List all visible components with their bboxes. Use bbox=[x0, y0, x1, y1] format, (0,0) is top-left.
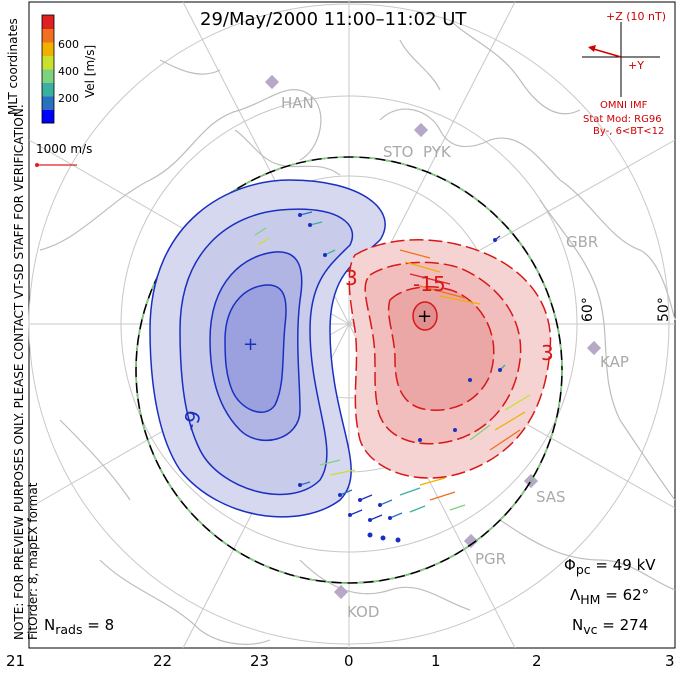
imf-clock bbox=[582, 22, 660, 97]
latitude-label-60: 60° bbox=[580, 297, 596, 322]
colorbar-segment bbox=[42, 96, 54, 110]
preview-note-line1: NOTE: FOR PREVIEW PURPOSES ONLY. PLEASE … bbox=[12, 104, 26, 640]
coordinates-label: MLT coordinates bbox=[6, 18, 20, 115]
colorbar-segment bbox=[42, 55, 54, 70]
colorbar-tick-600: 600 bbox=[58, 38, 79, 51]
colorbar-segment bbox=[42, 82, 54, 97]
vector-scale-label: 1000 m/s bbox=[36, 142, 93, 156]
colorbar-tick-400: 400 bbox=[58, 65, 79, 78]
fit-order-note: FitOrder: 8, mapEX format bbox=[26, 482, 40, 640]
colorbar-label: Vel [m/s] bbox=[83, 44, 97, 98]
nvc-subscript: vc bbox=[583, 622, 598, 637]
radar-pgr: PGR bbox=[475, 550, 507, 568]
phi-value: = 49 kV bbox=[595, 556, 656, 574]
imf-source: OMNI IMF bbox=[600, 100, 648, 111]
svg-text:+: + bbox=[417, 306, 432, 327]
mlt-1: 1 bbox=[431, 652, 441, 670]
nrads-symbol: N bbox=[44, 616, 56, 634]
mlt-22: 22 bbox=[153, 652, 173, 670]
hm-boundary-vectors bbox=[135, 156, 563, 584]
map-title: 29/May/2000 11:00–11:02 UT bbox=[200, 9, 467, 30]
phi-symbol: Φ bbox=[564, 556, 576, 574]
contour-label-3: -15 bbox=[413, 272, 446, 296]
latitude-label-50: 50° bbox=[656, 297, 672, 322]
plot-frame bbox=[28, 1, 676, 649]
mlt-2: 2 bbox=[532, 652, 542, 670]
radar-gbr: GBR bbox=[566, 233, 599, 251]
mlt-3: 3 bbox=[665, 652, 675, 670]
nrads-value: = 8 bbox=[87, 616, 115, 634]
vector-origins bbox=[298, 213, 502, 543]
preview-note: NOTE: FOR PREVIEW PURPOSES ONLY. PLEASE … bbox=[12, 104, 40, 640]
mlt-23: 23 bbox=[250, 652, 270, 670]
mlt-21: 21 bbox=[6, 652, 26, 670]
colorbar-segment bbox=[42, 15, 54, 29]
radar-sto: STO bbox=[383, 143, 414, 161]
radar-han: HAN bbox=[281, 94, 314, 112]
contour-label-1: 3 bbox=[345, 266, 358, 290]
vector-count: Nvc = 274 bbox=[572, 616, 648, 637]
radar-count: Nrads = 8 bbox=[44, 616, 114, 637]
mlt-0: 0 bbox=[344, 652, 354, 670]
radar-pyk: PYK bbox=[423, 143, 451, 161]
radar-kap: KAP bbox=[600, 353, 629, 371]
colorbar-tick-200: 200 bbox=[58, 92, 79, 105]
contour-label-4: 3 bbox=[541, 341, 554, 365]
svg-text:+: + bbox=[243, 334, 258, 355]
dawn-convection-cell: + bbox=[348, 239, 552, 479]
dusk-convection-cell: + bbox=[149, 179, 386, 518]
mlt-meridians bbox=[28, 0, 676, 649]
colorbar bbox=[42, 15, 54, 124]
lambda-value: = 62° bbox=[605, 586, 650, 604]
colorbar-segment bbox=[42, 42, 54, 56]
hm-latitude: ΛHM = 62° bbox=[570, 586, 649, 607]
radar-kod: KOD bbox=[347, 603, 380, 621]
stat-model: Stat Mod: RG96 bbox=[583, 114, 662, 125]
contour-labels: 3 -9 -15 3 bbox=[178, 266, 554, 433]
velocity-vectors bbox=[254, 211, 531, 521]
nvc-value: = 274 bbox=[602, 616, 649, 634]
imf-bz-label: +Z (10 nT) bbox=[606, 10, 667, 23]
colorbar-segment bbox=[42, 109, 54, 124]
phi-subscript: pc bbox=[575, 562, 591, 577]
model-condition: By-, 6<BT<12 bbox=[593, 126, 665, 137]
radar-sas: SAS bbox=[536, 488, 566, 506]
lambda-subscript: HM bbox=[580, 592, 601, 607]
cross-polar-potential: Φpc = 49 kV bbox=[564, 556, 656, 577]
imf-by-label: +Y bbox=[628, 59, 644, 72]
colorbar-segment bbox=[42, 69, 54, 83]
nvc-symbol: N bbox=[572, 616, 584, 634]
radar-site-markers bbox=[264, 74, 602, 600]
colorbar-segment bbox=[42, 28, 54, 43]
coastlines bbox=[39, 19, 676, 645]
nrads-subscript: rads bbox=[55, 622, 83, 637]
lambda-symbol: Λ bbox=[570, 586, 581, 604]
